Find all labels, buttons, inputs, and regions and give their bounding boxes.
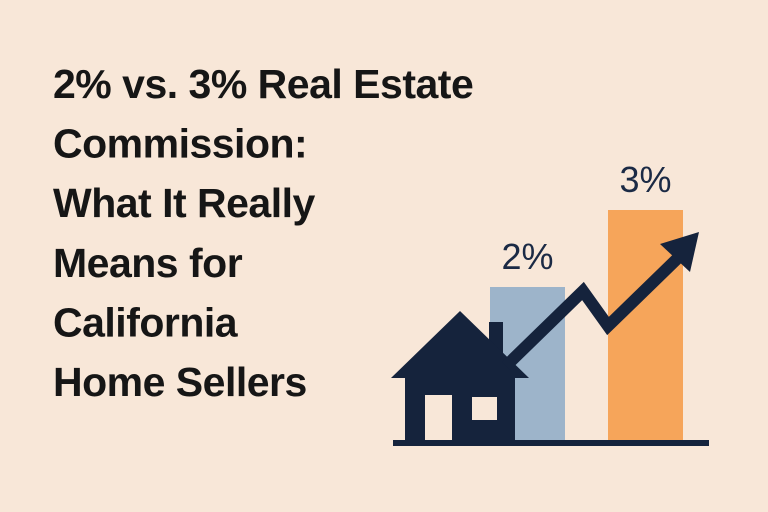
chart-title-line: Home Sellers [53, 359, 307, 405]
arrow-head [660, 232, 699, 272]
chart-title-line: Commission: [53, 121, 307, 167]
door [425, 395, 452, 442]
value-label: 3% [619, 159, 671, 200]
baseline [393, 440, 709, 446]
window [472, 397, 497, 420]
chart-title-line: Means for [53, 240, 243, 286]
trend-arrow [501, 251, 685, 371]
chart-title-line: 2% vs. 3% Real Estate [53, 61, 473, 107]
house-body [405, 370, 515, 442]
chart-title-line: California [53, 299, 239, 345]
house [391, 311, 529, 442]
value-label: 2% [501, 236, 553, 277]
chart-title-line: What It Really [53, 180, 316, 226]
title-block: 2% vs. 3% Real Estate Commission: What It … [53, 61, 474, 405]
roof [391, 311, 529, 378]
